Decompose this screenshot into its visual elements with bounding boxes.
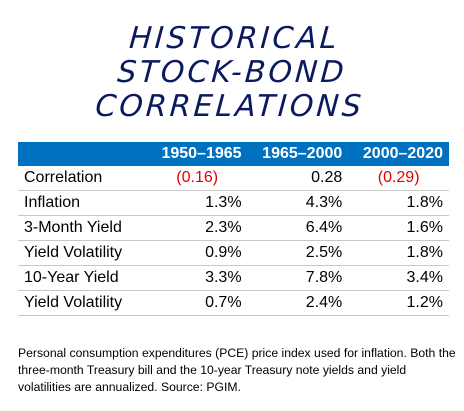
row-label: 3-Month Yield xyxy=(18,215,147,241)
table-row: 10-Year Yield 3.3% 7.8% 3.4% xyxy=(18,265,449,291)
table-row: Yield Volatility 0.7% 2.4% 1.2% xyxy=(18,290,449,316)
table-cell: 1.6% xyxy=(348,215,449,241)
table-header-row: 1950–1965 1965–2000 2000–2020 xyxy=(18,142,449,166)
correlation-table: 1950–1965 1965–2000 2000–2020 Correlatio… xyxy=(18,142,449,316)
title-line-1: Historical xyxy=(128,21,341,56)
table-cell: 1.2% xyxy=(348,290,449,316)
row-label: 10-Year Yield xyxy=(18,265,147,291)
table-cell: (0.16) xyxy=(146,166,248,191)
table-row: Yield Volatility 0.9% 2.5% 1.8% xyxy=(18,240,449,266)
chart-title: Historical Stock-Bond Correlations xyxy=(0,21,464,124)
title-line-2: Stock-Bond xyxy=(116,55,348,90)
table-cell: 4.3% xyxy=(247,190,349,216)
row-label: Inflation xyxy=(18,190,147,216)
table-cell: 1.3% xyxy=(146,190,248,216)
row-label: Correlation xyxy=(18,166,147,191)
table-cell: 1.8% xyxy=(348,240,449,266)
table-cell: 2.5% xyxy=(247,240,349,266)
table-cell: 3.3% xyxy=(146,265,248,291)
footnote: Personal consumption expenditures (PCE) … xyxy=(18,346,456,394)
table-row: Inflation 1.3% 4.3% 1.8% xyxy=(18,190,449,216)
table-cell: 0.7% xyxy=(146,290,248,316)
header-cell-empty xyxy=(18,142,147,166)
table-row: 3-Month Yield 2.3% 6.4% 1.6% xyxy=(18,215,449,241)
row-label: Yield Volatility xyxy=(18,290,147,316)
row-label: Yield Volatility xyxy=(18,240,147,266)
header-cell-1965-2000: 1965–2000 xyxy=(247,142,349,166)
table-cell: 0.9% xyxy=(146,240,248,266)
table-cell: 1.8% xyxy=(348,190,449,216)
table-cell: 2.3% xyxy=(146,215,248,241)
title-line-3: Correlations xyxy=(94,89,366,124)
header-cell-2000-2020: 2000–2020 xyxy=(348,142,449,166)
header-cell-1950-1965: 1950–1965 xyxy=(146,142,248,166)
table-cell: 2.4% xyxy=(247,290,349,316)
table-row: Correlation (0.16) 0.28 (0.29) xyxy=(18,166,449,191)
table-cell: 7.8% xyxy=(247,265,349,291)
table-cell: 6.4% xyxy=(247,215,349,241)
table-cell: (0.29) xyxy=(348,166,449,191)
table-cell: 3.4% xyxy=(348,265,449,291)
table-cell: 0.28 xyxy=(247,166,349,191)
